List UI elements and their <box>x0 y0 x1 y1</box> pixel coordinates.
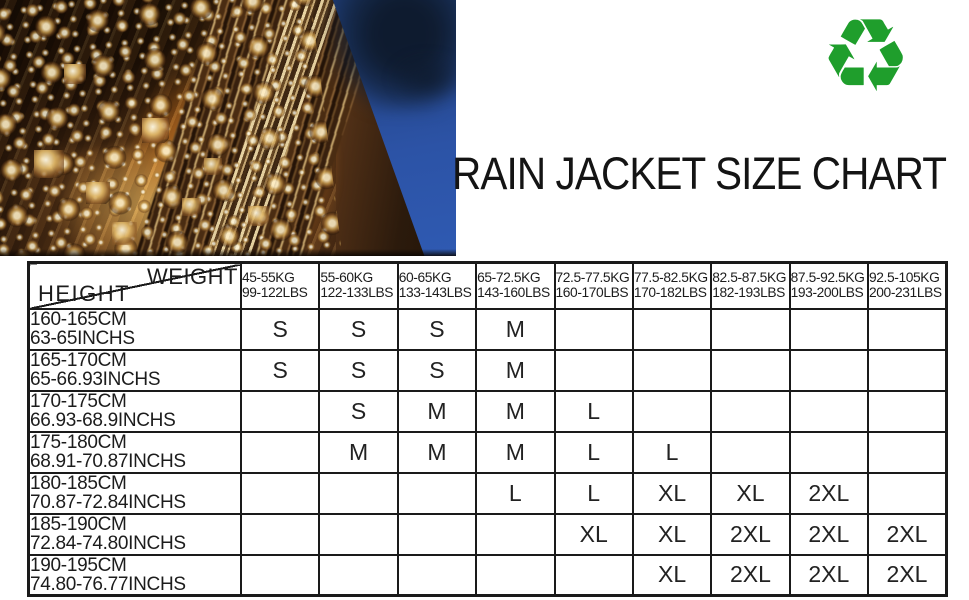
size-cell <box>631 307 713 351</box>
size-cell <box>867 430 948 474</box>
size-cell: M <box>396 389 478 433</box>
table-row: 165-170CM 65-66.93INCHS S S S M <box>27 348 948 392</box>
table-row: 160-165CM 63-65INCHS S S S M <box>27 307 948 351</box>
weight-column-header: 92.5-105KG 200-231LBS <box>867 261 948 310</box>
weight-column-header: 72.5-77.5KG 160-170LBS <box>553 261 634 310</box>
size-cell: L <box>553 389 634 433</box>
size-cell: 2XL <box>788 512 870 556</box>
height-row-header: 185-190CM 72.84-74.80INCHS <box>27 512 242 556</box>
size-cell: S <box>396 307 478 351</box>
size-cell <box>867 348 948 392</box>
size-cell <box>318 512 399 556</box>
height-row-header: 165-170CM 65-66.93INCHS <box>27 348 242 392</box>
weight-column-header: 45-55KG 99-122LBS <box>239 261 321 310</box>
size-cell: S <box>239 307 321 351</box>
size-cell: XL <box>553 512 634 556</box>
size-cell <box>710 348 791 392</box>
size-cell: M <box>475 389 556 433</box>
table-row: 185-190CM 72.84-74.80INCHS XL XL 2XL 2XL 2XL <box>27 512 948 556</box>
size-cell <box>475 512 556 556</box>
bark-photo <box>0 0 456 256</box>
size-cell <box>396 471 478 515</box>
table-row: 175-180CM 68.91-70.87INCHS M M M L L <box>27 430 948 474</box>
size-cell <box>788 307 870 351</box>
size-cell <box>631 389 713 433</box>
size-cell: 2XL <box>867 553 948 597</box>
size-cell <box>788 389 870 433</box>
size-cell: XL <box>631 553 713 597</box>
height-row-header: 175-180CM 68.91-70.87INCHS <box>27 430 242 474</box>
size-cell: 2XL <box>710 553 791 597</box>
size-cell <box>553 307 634 351</box>
page-title: RAIN JACKET SIZE CHART <box>452 148 947 199</box>
weight-column-header: 82.5-87.5KG 182-193LBS <box>710 261 791 310</box>
size-cell <box>396 553 478 597</box>
weight-column-header: 65-72.5KG 143-160LBS <box>475 261 556 310</box>
height-row-header: 190-195CM 74.80-76.77INCHS <box>27 553 242 597</box>
recycle-icon: ♻ <box>820 0 912 116</box>
corner-cell: WEIGHT HEIGHT <box>27 261 242 310</box>
size-cell <box>867 389 948 433</box>
size-cell <box>553 553 634 597</box>
size-cell: S <box>318 307 399 351</box>
size-cell <box>239 389 321 433</box>
size-cell <box>710 307 791 351</box>
size-chart-table: WEIGHT HEIGHT 45-55KG 99-122LBS 55-60KG 122… <box>27 261 948 598</box>
size-cell: S <box>239 348 321 392</box>
size-cell <box>553 348 634 392</box>
weight-column-header: 55-60KG 122-133LBS <box>318 261 399 310</box>
size-cell <box>788 348 870 392</box>
height-row-header: 180-185CM 70.87-72.84INCHS <box>27 471 242 515</box>
size-cell <box>631 348 713 392</box>
weight-column-header: 87.5-92.5KG 193-200LBS <box>788 261 870 310</box>
size-cell: XL <box>710 471 791 515</box>
size-cell: XL <box>631 471 713 515</box>
size-cell <box>239 553 321 597</box>
size-cell: L <box>553 471 634 515</box>
size-cell <box>867 307 948 351</box>
size-cell <box>239 471 321 515</box>
size-cell: L <box>475 471 556 515</box>
size-cell: S <box>396 348 478 392</box>
size-cell: L <box>553 430 634 474</box>
table-row: 180-185CM 70.87-72.84INCHS L L XL XL 2XL <box>27 471 948 515</box>
size-cell <box>239 430 321 474</box>
large-water-droplets <box>0 0 456 256</box>
photo-bottom-edge <box>0 249 456 256</box>
weight-axis-label: WEIGHT <box>147 264 238 289</box>
height-row-header: 160-165CM 63-65INCHS <box>27 307 242 351</box>
size-cell: S <box>318 348 399 392</box>
size-cell: 2XL <box>788 471 870 515</box>
size-cell: M <box>475 430 556 474</box>
height-axis-label: HEIGHT <box>38 280 131 306</box>
size-cell: M <box>396 430 478 474</box>
size-cell <box>788 430 870 474</box>
size-cell: 2XL <box>710 512 791 556</box>
size-cell: M <box>475 348 556 392</box>
size-cell: 2XL <box>788 553 870 597</box>
size-cell <box>710 389 791 433</box>
size-cell <box>475 553 556 597</box>
weight-column-header: 77.5-82.5KG 170-182LBS <box>631 261 713 310</box>
size-cell: L <box>631 430 713 474</box>
size-cell: 2XL <box>867 512 948 556</box>
size-cell: M <box>475 307 556 351</box>
weight-header-row: WEIGHT HEIGHT 45-55KG 99-122LBS 55-60KG 122… <box>27 261 948 310</box>
height-row-header: 170-175CM 66.93-68.9INCHS <box>27 389 242 433</box>
weight-column-header: 60-65KG 133-143LBS <box>396 261 478 310</box>
size-cell <box>867 471 948 515</box>
size-chart-body: 160-165CM 63-65INCHS S S S M 165-170CM 65-66.93… <box>27 307 948 597</box>
size-cell <box>318 553 399 597</box>
table-row: 190-195CM 74.80-76.77INCHS XL 2XL 2XL 2XL <box>27 553 948 597</box>
size-cell <box>396 512 478 556</box>
size-cell <box>318 471 399 515</box>
size-cell: XL <box>631 512 713 556</box>
size-cell: M <box>318 430 399 474</box>
size-cell: S <box>318 389 399 433</box>
size-cell <box>710 430 791 474</box>
size-cell <box>239 512 321 556</box>
table-row: 170-175CM 66.93-68.9INCHS S M M L <box>27 389 948 433</box>
